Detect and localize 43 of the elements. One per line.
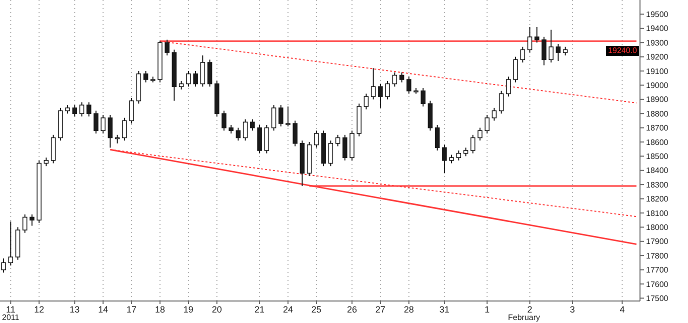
y-tick-label: 17900 bbox=[646, 237, 669, 246]
x-tick-label: 20 bbox=[212, 304, 222, 314]
x-tick-label: 13 bbox=[70, 304, 80, 314]
y-tick-label: 19000 bbox=[646, 81, 669, 90]
x-tick-label: 4 bbox=[620, 304, 625, 314]
y-tick-label: 18100 bbox=[646, 208, 669, 218]
y-tick-label: 17600 bbox=[646, 280, 669, 289]
y-tick-label: 17500 bbox=[646, 294, 669, 303]
x-tick-label: 26 bbox=[346, 304, 358, 314]
x-tick-label: 31 bbox=[439, 304, 450, 314]
x-tick-label: 27 bbox=[375, 304, 386, 314]
y-tick-label: 18900 bbox=[646, 95, 669, 104]
y-tick-label: 17800 bbox=[646, 251, 669, 260]
x-tick-label: 17 bbox=[126, 304, 137, 314]
y-tick-label: 19400 bbox=[646, 24, 669, 34]
y-tick-label: 18400 bbox=[646, 166, 669, 176]
annotation: 19240.0 bbox=[606, 46, 639, 56]
y-tick-label: 18700 bbox=[646, 124, 669, 133]
x-tick-label: 18 bbox=[154, 304, 166, 314]
y-tick-label: 18500 bbox=[646, 152, 669, 162]
y-tick-label: 19100 bbox=[646, 66, 669, 76]
x-tick-label: 1 bbox=[484, 304, 490, 314]
y-tick-label: 19500 bbox=[646, 10, 669, 20]
x-tick-label: 12 bbox=[34, 304, 44, 314]
x-tick-label: 14 bbox=[98, 304, 108, 314]
text: 2011 bbox=[2, 313, 20, 322]
y-tick-label: 19300 bbox=[646, 38, 669, 48]
y-tick-label: 18200 bbox=[646, 194, 669, 204]
x-tick-label: 25 bbox=[311, 304, 322, 314]
x-tick-label: 24 bbox=[282, 304, 294, 314]
y-tick-label: 17700 bbox=[646, 266, 669, 275]
text: February bbox=[508, 313, 540, 322]
y-tick-label: 18600 bbox=[646, 138, 669, 147]
y-tick-label: 19200 bbox=[646, 52, 669, 62]
x-tick-label: 21 bbox=[254, 304, 265, 314]
x-tick-label: 11 bbox=[6, 304, 16, 314]
y-tick-label: 18300 bbox=[646, 180, 669, 190]
x-tick-label: 2 bbox=[527, 304, 532, 314]
y-tick-label: 18000 bbox=[646, 223, 669, 232]
x-tick-label: 3 bbox=[570, 304, 575, 314]
y-tick-label: 18800 bbox=[646, 109, 669, 118]
x-tick-label: 19 bbox=[183, 304, 194, 314]
x-tick-label: 28 bbox=[404, 304, 414, 314]
